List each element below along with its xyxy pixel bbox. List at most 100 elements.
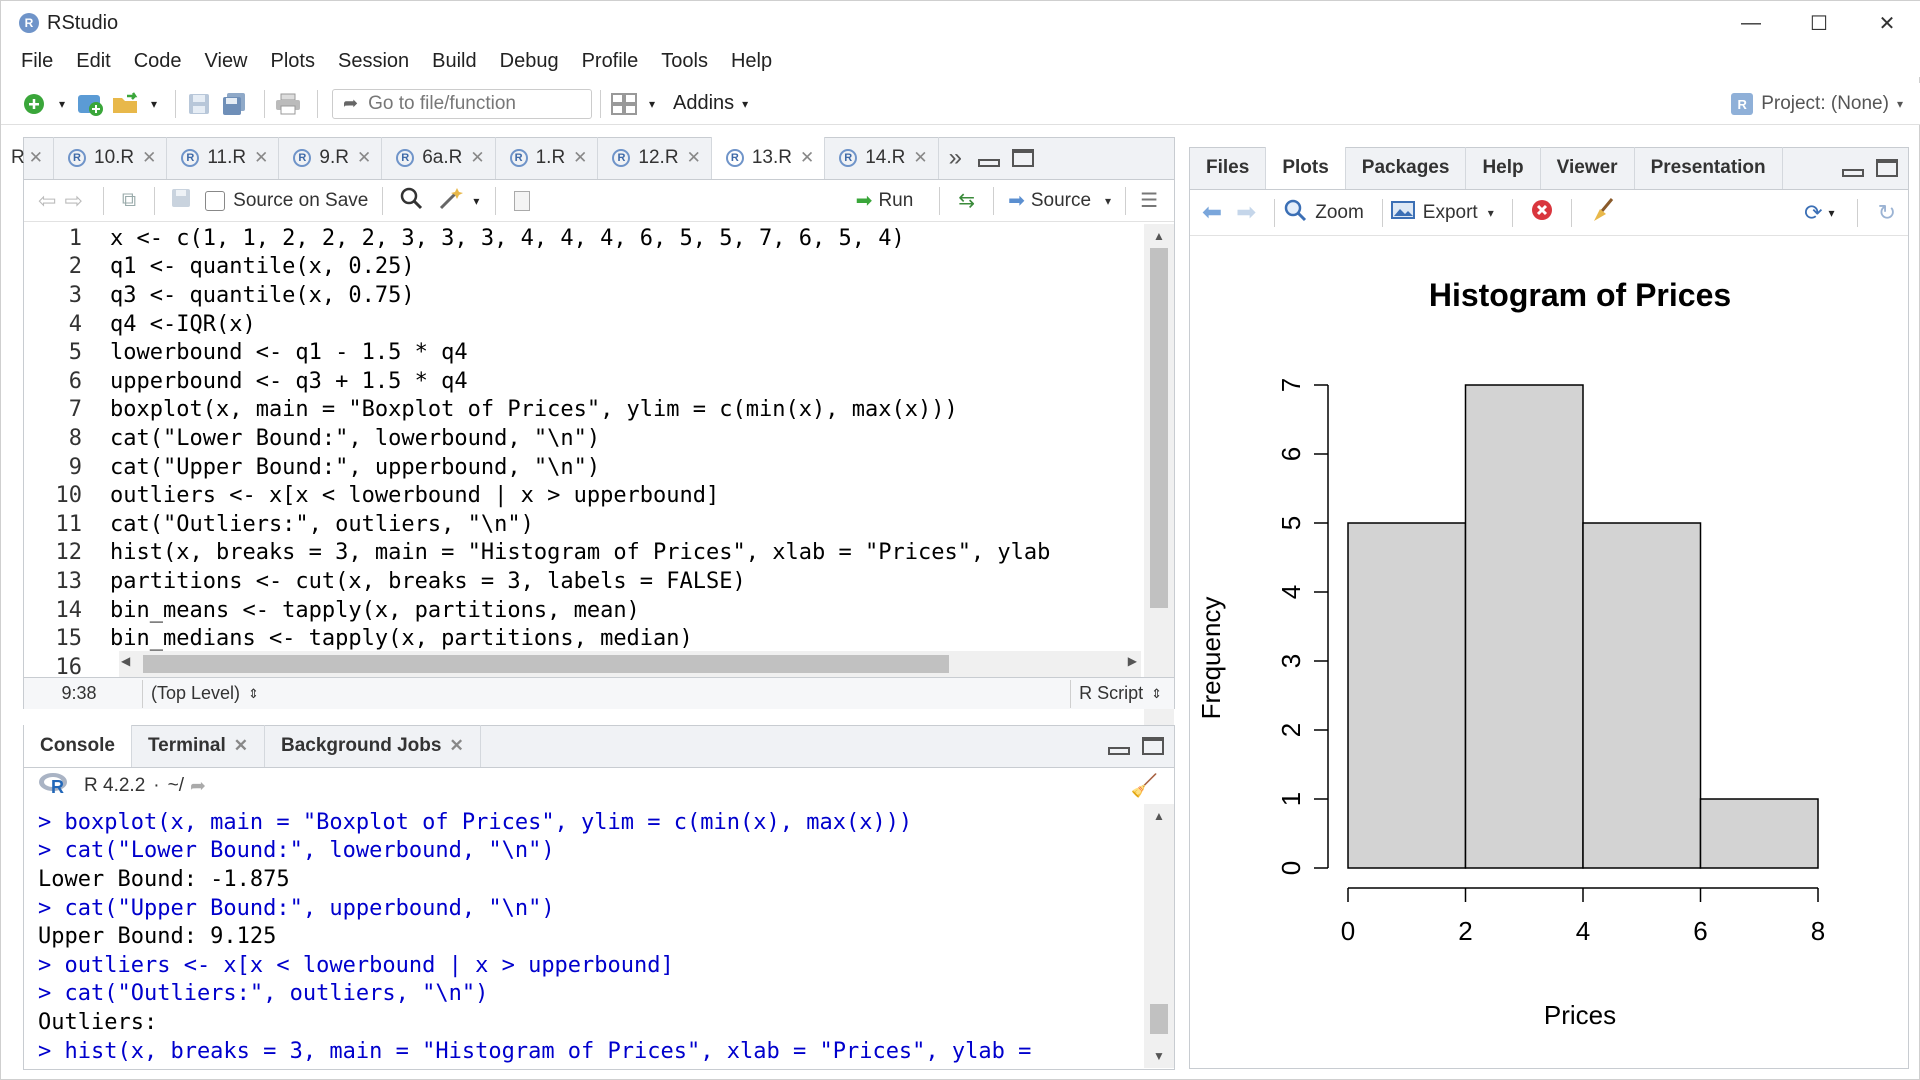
maximize-button[interactable]: ☐: [1810, 12, 1828, 35]
go-to-dir-icon[interactable]: ➦: [189, 775, 206, 797]
menu-profile[interactable]: Profile: [581, 49, 639, 72]
pane-maximize-icon[interactable]: [1006, 137, 1040, 179]
new-file-icon[interactable]: [19, 89, 49, 119]
menu-code[interactable]: Code: [133, 49, 182, 72]
code-line[interactable]: 14 bin_means <- tapply(x, partitions, mea…: [24, 596, 1144, 625]
close-icon[interactable]: ✕: [254, 148, 269, 167]
file-type-selector[interactable]: R Script ⇕: [1079, 683, 1162, 704]
tab-9r[interactable]: R 9.R ✕: [279, 137, 383, 179]
code-line[interactable]: 1 x <- c(1, 1, 2, 2, 2, 3, 3, 3, 4, 4, 4,…: [24, 224, 1144, 253]
tab-packages[interactable]: Packages: [1346, 147, 1467, 189]
scroll-up-arrow[interactable]: ▲: [1153, 809, 1165, 823]
compile-report-icon[interactable]: [514, 190, 531, 211]
dropdown-arrow-icon[interactable]: ▾: [1828, 205, 1835, 220]
pane-layout-icon[interactable]: [609, 89, 639, 119]
tab-12r[interactable]: R 12.R ✕: [598, 137, 712, 179]
code-line[interactable]: 5 lowerbound <- q1 - 1.5 * q4: [24, 338, 1144, 367]
open-folder-icon[interactable]: [111, 89, 141, 119]
source-on-save-checkbox[interactable]: [205, 190, 226, 211]
export-button[interactable]: Export ▾: [1390, 199, 1494, 227]
tab-partial[interactable]: R ✕: [11, 137, 54, 179]
menu-session[interactable]: Session: [337, 49, 410, 72]
minimize-button[interactable]: —: [1741, 11, 1761, 34]
code-line[interactable]: 11 cat("Outliers:", outliers, "\n"): [24, 510, 1144, 539]
print-icon[interactable]: [273, 89, 303, 119]
console-vertical-scrollbar[interactable]: ▲ ▼: [1144, 804, 1174, 1068]
close-icon[interactable]: ✕: [686, 148, 701, 167]
code-line[interactable]: 12 hist(x, breaks = 3, main = "Histogram …: [24, 539, 1144, 568]
close-icon[interactable]: ✕: [233, 736, 248, 755]
console-output[interactable]: > boxplot(x, main = "Boxplot of Prices",…: [24, 804, 1144, 1068]
addins-menu[interactable]: Addins: [673, 92, 735, 114]
find-search-icon[interactable]: [399, 186, 423, 215]
code-line[interactable]: 7 boxplot(x, main = "Boxplot of Prices", …: [24, 396, 1144, 425]
tab-files[interactable]: Files: [1190, 147, 1267, 189]
remove-plot-icon[interactable]: [1531, 199, 1553, 226]
tab-10r[interactable]: R 10.R ✕: [54, 137, 168, 179]
rerun-icon[interactable]: ⇆: [958, 190, 976, 212]
close-icon[interactable]: ✕: [913, 148, 928, 167]
project-menu[interactable]: R Project: (None) ▾: [1731, 83, 1903, 125]
tab-help[interactable]: Help: [1466, 147, 1541, 189]
document-outline-icon[interactable]: ☰: [1140, 190, 1158, 212]
scroll-right-arrow[interactable]: ▶: [1127, 654, 1137, 668]
scroll-up-arrow[interactable]: ▲: [1153, 229, 1165, 243]
dropdown-arrow-icon[interactable]: ▾: [742, 96, 749, 111]
code-line[interactable]: 2 q1 <- quantile(x, 0.25): [24, 253, 1144, 282]
close-icon[interactable]: ✕: [573, 148, 588, 167]
tab-console[interactable]: Console: [24, 725, 132, 767]
scroll-thumb[interactable]: [1150, 1004, 1168, 1034]
tab-14r[interactable]: R 14.R ✕: [825, 137, 939, 179]
scroll-down-arrow[interactable]: ▼: [1153, 1049, 1165, 1063]
code-tools-wand-icon[interactable]: [437, 186, 467, 215]
new-project-icon[interactable]: [75, 89, 105, 119]
scope-selector[interactable]: (Top Level) ⇕: [151, 683, 259, 704]
pane-minimize-icon[interactable]: [972, 137, 1006, 179]
menu-tools[interactable]: Tools: [661, 49, 708, 72]
clear-plots-broom-icon[interactable]: [1590, 197, 1616, 228]
tab-plots[interactable]: Plots: [1266, 147, 1346, 189]
close-icon[interactable]: ✕: [28, 148, 43, 167]
run-button[interactable]: ➡ Run: [856, 188, 914, 213]
code-line[interactable]: 10 outliers <- x[x < lowerbound | x > upp…: [24, 481, 1144, 510]
source-button[interactable]: ➡ Source ▾: [1008, 188, 1111, 213]
editor-horizontal-scrollbar[interactable]: ◀ ▶: [119, 651, 1141, 677]
save-icon[interactable]: [184, 89, 214, 119]
tab-11r[interactable]: R 11.R ✕: [167, 137, 280, 179]
next-plot-icon[interactable]: ➡: [1236, 199, 1257, 226]
dropdown-arrow-icon[interactable]: ▾: [58, 96, 66, 111]
forward-arrow-icon[interactable]: ⇨: [64, 187, 83, 213]
more-tabs-icon[interactable]: »: [948, 144, 962, 171]
dropdown-arrow-icon[interactable]: ▾: [150, 96, 158, 111]
close-icon[interactable]: ✕: [799, 148, 815, 167]
code-line[interactable]: 4 q4 <-IQR(x): [24, 310, 1144, 339]
close-icon[interactable]: ✕: [449, 736, 464, 755]
code-editor[interactable]: 1 x <- c(1, 1, 2, 2, 2, 3, 3, 3, 4, 4, 4,…: [24, 224, 1144, 788]
goto-file-function-input[interactable]: ➦ Go to file/function: [332, 88, 592, 119]
save-file-icon[interactable]: [171, 188, 191, 213]
close-window-button[interactable]: ✕: [1878, 12, 1896, 35]
menu-file[interactable]: File: [21, 49, 54, 72]
menu-edit[interactable]: Edit: [76, 49, 111, 72]
tab-1r[interactable]: R 1.R ✕: [496, 137, 599, 179]
tab-13r[interactable]: R 13.R ✕: [711, 137, 826, 179]
menu-debug[interactable]: Debug: [499, 49, 559, 72]
tab-presentation[interactable]: Presentation: [1635, 147, 1783, 189]
pane-maximize-icon[interactable]: [1136, 725, 1174, 767]
tab-terminal[interactable]: Terminal ✕: [132, 725, 265, 767]
show-in-window-icon[interactable]: ⧉: [121, 189, 137, 211]
menu-build[interactable]: Build: [432, 49, 477, 72]
code-line[interactable]: 15 bin_medians <- tapply(x, partitions, m…: [24, 624, 1144, 653]
previous-plot-icon[interactable]: ⬅: [1202, 199, 1223, 226]
code-line[interactable]: 6 upperbound <- q3 + 1.5 * q4: [24, 367, 1144, 396]
back-arrow-icon[interactable]: ⇦: [38, 187, 57, 213]
clear-console-broom-icon[interactable]: 🧹: [1130, 773, 1158, 798]
code-line[interactable]: 3 q3 <- quantile(x, 0.75): [24, 281, 1144, 310]
dropdown-arrow-icon[interactable]: ▾: [648, 96, 656, 111]
tab-background-jobs[interactable]: Background Jobs ✕: [265, 725, 481, 767]
close-icon[interactable]: ✕: [142, 148, 157, 167]
close-icon[interactable]: ✕: [470, 148, 485, 167]
tab-6ar[interactable]: R 6a.R ✕: [382, 137, 496, 179]
code-line[interactable]: 13 partitions <- cut(x, breaks = 3, label…: [24, 567, 1144, 596]
save-all-icon[interactable]: [220, 89, 250, 119]
